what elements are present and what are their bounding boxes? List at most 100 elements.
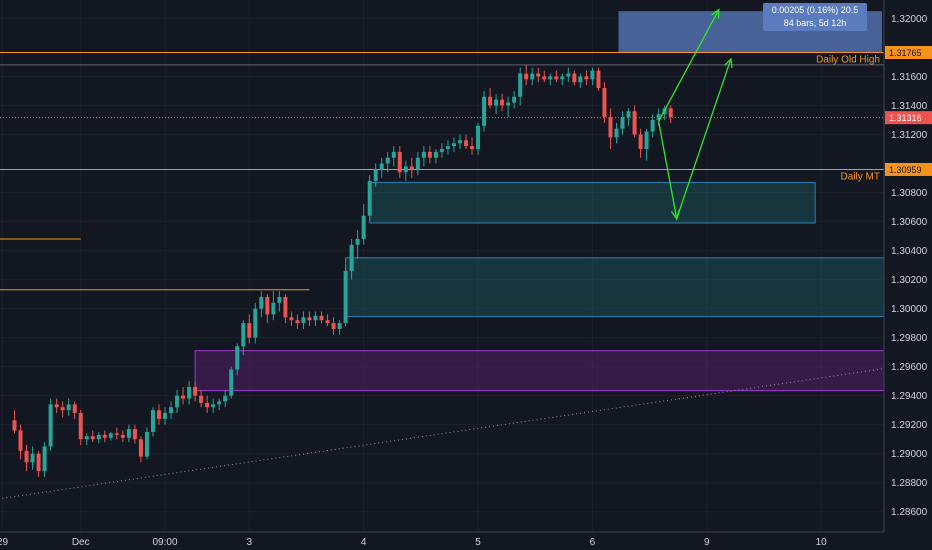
candle-body <box>12 420 17 431</box>
purple-zone <box>194 350 885 392</box>
candle <box>518 67 523 106</box>
candle <box>36 450 41 477</box>
level-labels: Daily Old High Daily MT <box>816 55 880 183</box>
candle <box>277 291 282 312</box>
candle-body <box>144 431 149 457</box>
candle <box>536 67 541 83</box>
candle-body <box>644 131 649 149</box>
candle-body <box>253 308 258 338</box>
x-tick-label: 6 <box>590 537 596 548</box>
candle <box>433 149 438 164</box>
y-tick-label: 1.29200 <box>891 420 928 431</box>
candle <box>48 398 53 451</box>
candle-body <box>90 436 95 440</box>
candle <box>476 122 481 155</box>
candle <box>494 93 499 115</box>
candle-body <box>397 151 402 173</box>
projection-arrowhead-up <box>724 57 733 69</box>
candle-body <box>355 238 360 245</box>
x-tick-label: 29 <box>0 537 8 548</box>
price-tag-daily-mt: 1.30959 <box>889 165 922 175</box>
candle <box>451 137 456 152</box>
candle <box>229 366 234 399</box>
candle <box>367 175 372 222</box>
candle-body <box>54 404 59 408</box>
candle <box>199 389 204 408</box>
candle <box>572 70 577 86</box>
y-tick-label: 1.30800 <box>891 188 928 199</box>
candle-body <box>78 413 83 440</box>
x-tick-label: 5 <box>475 537 481 548</box>
candle <box>144 427 149 460</box>
y-tick-label: 1.29000 <box>891 449 928 460</box>
candle <box>289 311 294 327</box>
candle <box>150 407 155 437</box>
candle <box>614 122 619 144</box>
candle-body <box>241 323 246 347</box>
candle-body <box>560 76 565 80</box>
candle-body <box>199 395 204 403</box>
candle <box>235 343 240 376</box>
candle-body <box>656 114 661 120</box>
candle <box>500 93 505 112</box>
candle <box>283 294 288 324</box>
candle-body <box>325 320 330 324</box>
candle-body <box>30 453 35 463</box>
candle-body <box>536 73 541 77</box>
time-axis[interactable]: 29 Dec 09:00 3 4 5 6 9 10 <box>0 531 932 550</box>
candle-body <box>632 111 637 135</box>
candle <box>126 424 131 443</box>
x-tick-label: 09:00 <box>152 537 177 548</box>
price-axis[interactable]: 1.32000 1.31600 1.31400 1.31200 1.30800 1.306… <box>883 0 932 550</box>
candle <box>457 134 462 149</box>
candle <box>325 314 330 327</box>
candle <box>566 67 571 83</box>
candle <box>361 204 366 245</box>
candle <box>602 82 607 123</box>
candle <box>554 70 559 83</box>
candle-body <box>84 436 89 440</box>
price-tag-daily-old-high: 1.31765 <box>889 48 922 58</box>
y-tick-label: 1.29400 <box>891 391 928 402</box>
candle <box>265 294 270 324</box>
candle-body <box>319 315 324 321</box>
candle-body <box>530 73 535 80</box>
y-tick-label: 1.31600 <box>891 72 928 83</box>
candle <box>271 291 276 321</box>
measure-tooltip: 0.00205 (0.16%) 20.5 84 bars, 5d 12h <box>763 3 867 31</box>
candle <box>470 137 475 155</box>
candle <box>349 238 354 280</box>
price-tag-current: 1.31316 <box>889 113 922 123</box>
candle <box>439 143 444 158</box>
candle-body <box>169 407 174 414</box>
candle-body <box>337 323 342 329</box>
candle <box>42 442 47 477</box>
candle-body <box>391 151 396 158</box>
y-tick-label: 1.29800 <box>891 333 928 344</box>
candle <box>584 70 589 86</box>
candle <box>132 424 137 444</box>
candle-body <box>42 446 47 472</box>
candle-body <box>343 270 348 324</box>
candle-body <box>596 70 601 89</box>
candle-body <box>126 429 131 438</box>
candle <box>596 67 601 91</box>
price-tag-current-bg <box>885 111 932 125</box>
x-tick-label: 3 <box>246 537 252 548</box>
candle <box>632 105 637 138</box>
candle-body <box>506 102 511 106</box>
candle-body <box>524 73 529 80</box>
candle <box>84 433 89 445</box>
candle-body <box>518 73 523 97</box>
candle <box>253 302 258 344</box>
candle-body <box>638 134 643 149</box>
candle <box>409 157 414 179</box>
candle <box>668 105 673 123</box>
candle <box>626 108 631 126</box>
candle-body <box>626 111 631 118</box>
candle-body <box>578 76 583 83</box>
candle <box>259 291 264 318</box>
candle <box>223 389 228 408</box>
y-tick-label: 1.30400 <box>891 246 928 257</box>
